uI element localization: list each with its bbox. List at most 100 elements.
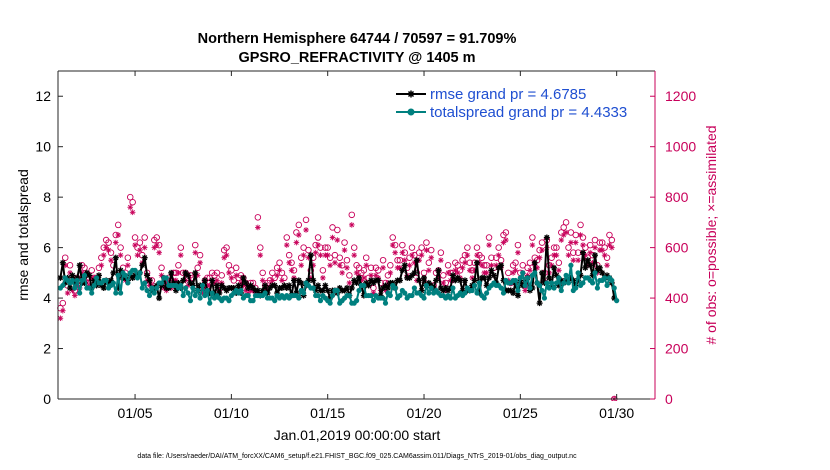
totalspread-point: [204, 287, 210, 294]
rmse-point: [146, 277, 153, 284]
totalspread-point: [334, 287, 340, 294]
obs-possible-point: [488, 254, 495, 261]
totalspread-point: [421, 295, 427, 301]
rmse-point: [539, 269, 546, 276]
totalspread-point: [409, 292, 415, 299]
obs-possible-point: [295, 221, 303, 229]
totalspread-point: [250, 298, 256, 304]
obs-possible-point: [158, 264, 165, 272]
obs-possible-point: [560, 224, 567, 231]
totalspread-point: [397, 292, 403, 299]
x-tick-label: 01/10: [214, 405, 249, 421]
obs-assimilated-point: [303, 227, 309, 233]
totalspread-point: [118, 290, 124, 296]
totalspread-point: [527, 285, 533, 291]
obs-possible-point: [367, 264, 375, 272]
y2-tick-label: 1000: [665, 139, 696, 155]
rmse-point: [587, 262, 594, 269]
totalspread-point: [93, 275, 100, 281]
rmse-point: [546, 274, 553, 281]
rmse-point: [141, 254, 148, 261]
obs-possible-point: [596, 239, 604, 246]
rmse-point: [365, 282, 372, 289]
totalspread-point: [522, 282, 528, 289]
totalspread-point: [353, 298, 360, 304]
totalspread-point: [592, 270, 598, 276]
rmse-point: [375, 277, 382, 284]
obs-assimilated-point: [134, 252, 141, 258]
totalspread-point: [317, 298, 324, 304]
totalspread-point: [356, 287, 362, 294]
rmse-point: [356, 274, 363, 281]
obs-assimilated-point: [553, 252, 560, 258]
obs-assimilated-point: [334, 237, 341, 243]
totalspread-point: [72, 285, 78, 291]
rmse-point: [262, 282, 269, 289]
rmse-point: [235, 282, 242, 289]
totalspread-point: [192, 292, 198, 299]
obs-assimilated-point: [488, 262, 495, 269]
obs-possible-point: [153, 234, 160, 241]
legend-rmse-label: rmse grand pr = 4.6785: [430, 86, 586, 103]
y2-tick-label: 1200: [665, 88, 696, 104]
obs-assimilated-point: [575, 257, 581, 264]
rmse-point: [433, 277, 440, 284]
obs-possible-point: [232, 264, 240, 272]
obs-assimilated-point: [300, 252, 307, 258]
obs-possible-point: [257, 244, 264, 251]
totalspread-point: [370, 298, 377, 304]
obs-possible-point: [346, 272, 353, 279]
obs-assimilated-point: [137, 247, 143, 253]
obs-assimilated-point: [214, 277, 220, 284]
totalspread-point: [561, 280, 567, 286]
totalspread-point: [178, 282, 184, 289]
obs-assimilated-point: [389, 242, 396, 248]
obs-possible-point: [126, 193, 134, 201]
obs-assimilated-point: [117, 252, 124, 258]
totalspread-point: [423, 282, 430, 289]
totalspread-point: [79, 277, 85, 284]
obs-assimilated-point: [438, 257, 444, 264]
obs-assimilated-point: [105, 247, 112, 253]
obs-assimilated-point: [418, 252, 425, 258]
rmse-point: [396, 277, 403, 284]
obs-assimilated-point: [64, 290, 71, 296]
obs-possible-point: [105, 239, 112, 246]
obs-assimilated-point: [279, 277, 285, 284]
totalspread-point: [185, 290, 191, 296]
rmse-point: [180, 277, 187, 284]
totalspread-point: [301, 290, 307, 296]
obs-possible-point: [117, 244, 124, 251]
obs-possible-point: [606, 231, 613, 239]
totalspread-point: [539, 287, 545, 294]
obs-assimilated-point: [286, 259, 292, 266]
obs-possible-point: [387, 262, 394, 269]
totalspread-point: [89, 290, 95, 296]
totalspread-point: [471, 282, 478, 289]
rmse-point: [582, 264, 589, 271]
obs-assimilated-point: [503, 237, 509, 243]
rmse-point: [421, 274, 428, 281]
totalspread-point: [77, 290, 83, 296]
obs-possible-point: [285, 251, 293, 259]
obs-possible-point: [565, 244, 572, 251]
obs-assimilated-point: [373, 272, 379, 279]
obs-assimilated-point: [392, 249, 398, 256]
rmse-point: [486, 274, 493, 281]
obs-assimilated-point: [72, 292, 78, 299]
totalspread-point: [207, 300, 213, 306]
totalspread-point: [272, 298, 278, 304]
obs-possible-point: [336, 254, 343, 261]
obs-possible-point: [379, 256, 387, 264]
obs-assimilated-point: [320, 275, 326, 281]
obs-assimilated-point: [572, 239, 579, 246]
obs-possible-point: [59, 299, 67, 307]
rmse-point: [112, 254, 119, 261]
legend-spread-label: totalspread grand pr = 4.4333: [430, 104, 627, 121]
rmse-point: [168, 269, 175, 276]
obs-possible-point: [512, 259, 519, 267]
y2-tick-label: 400: [665, 290, 689, 306]
totalspread-point: [563, 272, 569, 278]
obs-assimilated-point: [426, 267, 432, 274]
obs-assimilated-point: [141, 244, 148, 251]
